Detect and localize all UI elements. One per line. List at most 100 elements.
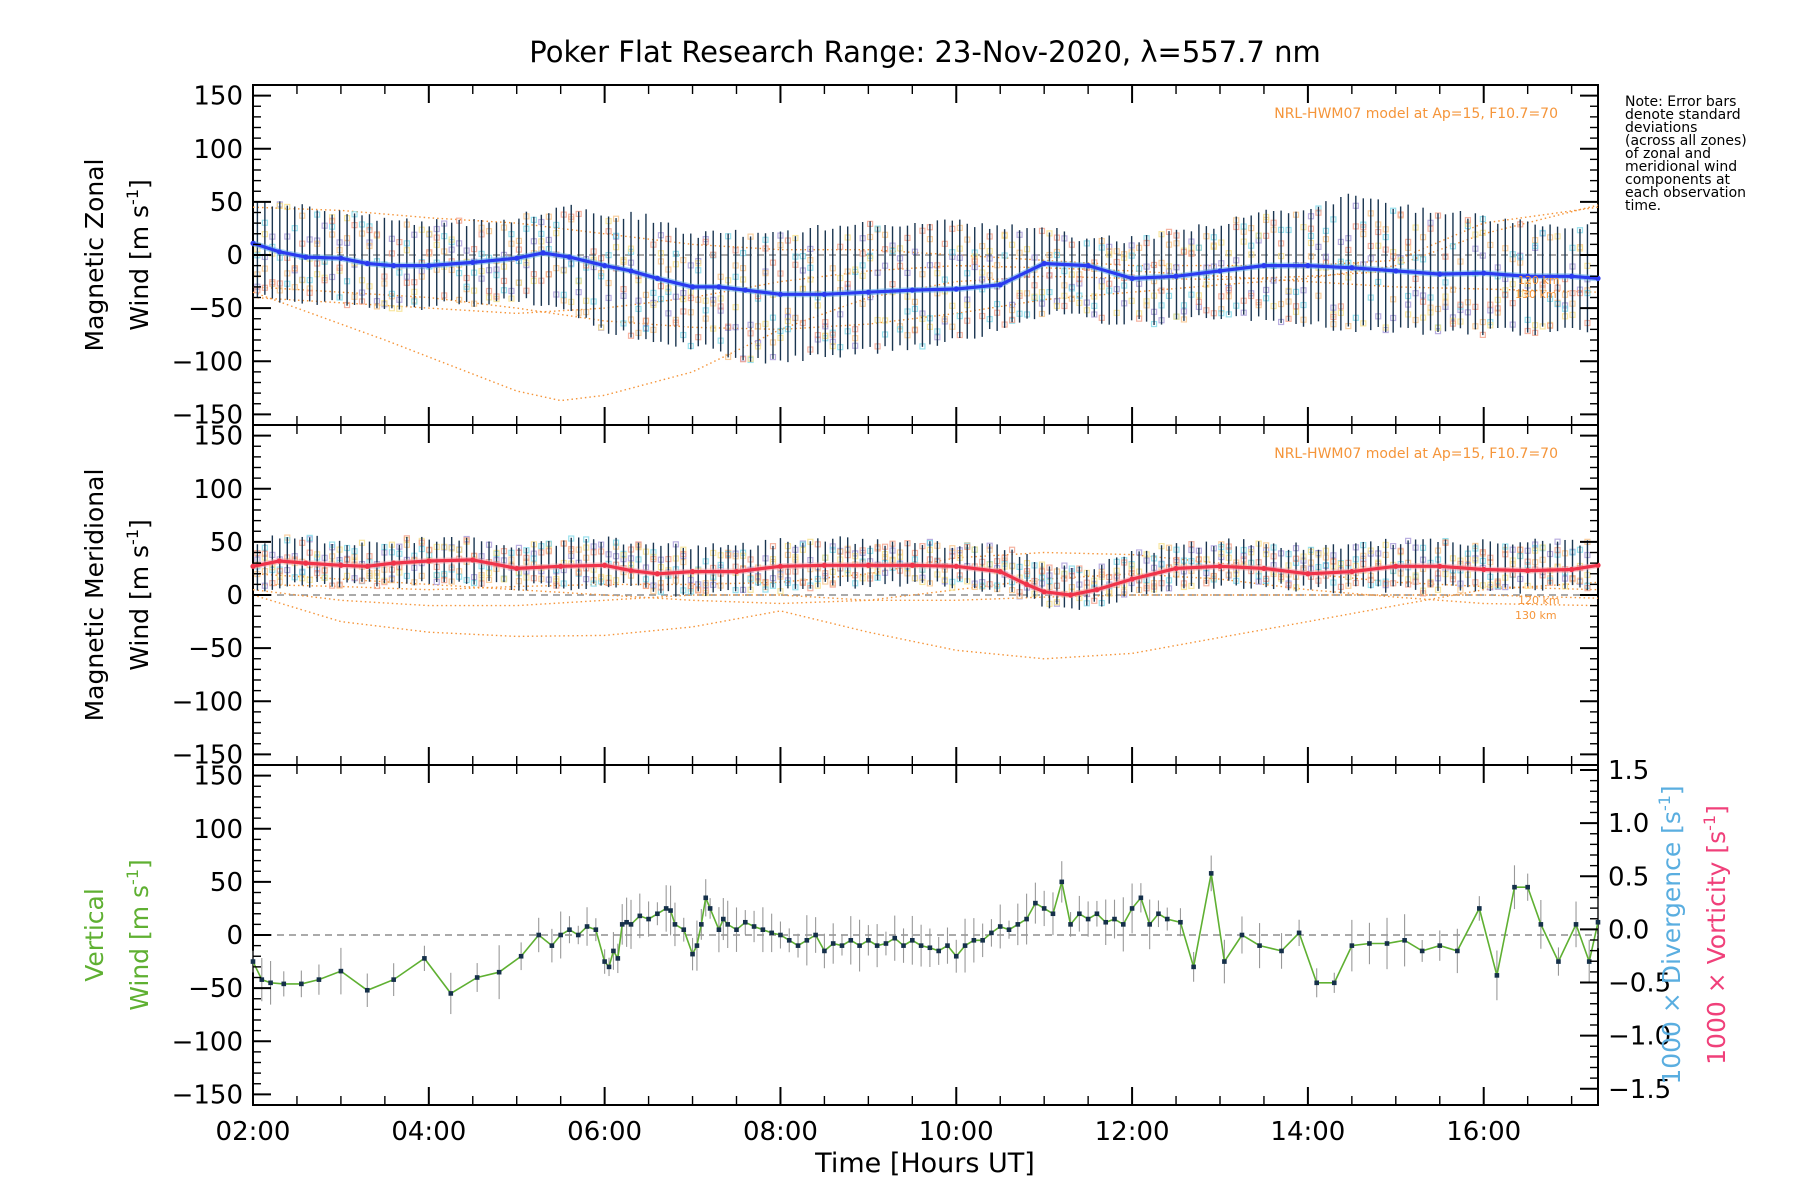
mean-point: [1173, 273, 1179, 279]
vertical-wind-point: [628, 922, 634, 927]
vertical-wind-point: [694, 943, 700, 948]
meridional-ylabel-line1: Magnetic Meridional: [80, 469, 109, 722]
vertical-wind-point: [575, 932, 581, 938]
vertical-wind-point: [624, 919, 629, 925]
vertical-wind-point: [668, 908, 673, 913]
zonal-ylabel-line1: Magnetic Zonal: [80, 159, 109, 352]
zonal-ylabel-sup: -1: [123, 189, 142, 205]
vertical-wind-point: [1477, 906, 1482, 911]
vertical-wind-point: [299, 981, 304, 987]
mean-point: [1349, 569, 1355, 575]
vertical-wind-point: [1314, 980, 1319, 986]
y-tick-label: −100: [172, 347, 243, 377]
model-curve-0: [252, 581, 1599, 660]
vertical-wind-point: [1419, 948, 1425, 954]
note-line-2: deviations: [1625, 120, 1697, 136]
mean-point: [1525, 273, 1531, 279]
mean-point: [1085, 263, 1091, 269]
mean-point: [1525, 567, 1531, 574]
vertical-wind-point: [936, 948, 941, 954]
vertical-wind-point: [1129, 906, 1135, 911]
mean-point: [391, 263, 397, 269]
mean-point: [276, 558, 282, 564]
vertical-wind-point: [1437, 943, 1443, 948]
vertical-wind-point: [1538, 922, 1544, 927]
vertical-wind-point: [250, 959, 256, 964]
vertical-wind-point: [848, 938, 854, 943]
vertical-wind-point: [316, 977, 322, 982]
mean-point: [865, 289, 871, 295]
vertical-ylabel-sup: -1: [123, 869, 142, 885]
vertical-wind-point: [874, 943, 880, 948]
mean-point: [1041, 589, 1047, 595]
vertical-wind-point: [364, 987, 370, 993]
mean-point: [777, 291, 784, 297]
vertical-wind-point: [795, 943, 801, 948]
vertical-wind-point: [707, 906, 713, 911]
mean-point: [997, 282, 1003, 288]
vertical-wind-point: [1033, 900, 1038, 906]
note-line-4: of zonal and: [1625, 146, 1711, 162]
vertical-wind-point: [615, 956, 621, 961]
vertical-wind-point: [1257, 943, 1262, 948]
x-tick-label: 14:00: [1270, 1117, 1345, 1147]
vertical-wind-point: [1041, 906, 1047, 911]
vertical-wind-point: [496, 969, 502, 975]
x-tick-label: 02:00: [216, 1117, 291, 1147]
vertical-wind-point: [760, 927, 766, 932]
divergence-label-close: ]: [1657, 785, 1686, 795]
y-tick-label: −150: [172, 400, 243, 430]
vertical-ylabel-line1: Vertical: [80, 888, 109, 982]
vertical-wind-point: [1586, 959, 1592, 964]
mean-point: [742, 287, 748, 293]
x-tick-label: 04:00: [391, 1117, 466, 1147]
mean-point: [1041, 260, 1047, 267]
vertical-wind-point: [281, 981, 287, 987]
model-curve-1: [252, 589, 1599, 607]
mean-point: [654, 571, 660, 577]
zonal-ylabel-close: ]: [125, 179, 154, 189]
mean-point: [1067, 592, 1074, 598]
vertical-wind-point: [997, 924, 1003, 929]
note-line-8: time.: [1625, 198, 1661, 214]
y-tick-label: 100: [193, 475, 243, 505]
x-tick-label: 10:00: [919, 1117, 994, 1147]
meridional-model-km-130: 130 km: [1515, 609, 1557, 622]
mean-point: [1305, 263, 1311, 269]
mean-point: [1261, 565, 1267, 572]
vertical-wind-point: [1120, 922, 1126, 927]
vertical-wind-point: [980, 938, 985, 943]
vertical-wind-point: [1006, 927, 1012, 932]
vertical-wind-point: [699, 922, 704, 927]
vertical-wind-point: [1222, 959, 1227, 964]
vertical-wind-point: [1164, 916, 1170, 922]
vertical-wind-point: [422, 956, 427, 961]
vertical-wind-point: [953, 953, 959, 959]
mean-point: [716, 284, 722, 290]
mean-point: [426, 263, 432, 269]
y-tick-label: −150: [172, 740, 243, 770]
mean-point: [1217, 563, 1223, 569]
vertical-wind-point: [1367, 941, 1372, 946]
y-tick-label: 0: [226, 581, 243, 611]
x-tick-label: 12:00: [1095, 1117, 1170, 1147]
x-tick-label: 08:00: [743, 1117, 818, 1147]
zonal-ylabel: Magnetic Zonal: [80, 159, 109, 352]
vorticity-label: 1000 × Vorticity [s-1]: [1700, 805, 1731, 1065]
vertical-wind-point: [1573, 922, 1579, 927]
vertical-wind-point: [778, 932, 783, 938]
vertical-wind-point: [1208, 871, 1214, 876]
mean-point: [654, 275, 660, 281]
vertical-wind-point: [637, 913, 643, 919]
mean-point: [1437, 563, 1443, 569]
y-tick-label: −50: [188, 294, 243, 324]
vertical-wind-point: [927, 945, 933, 951]
vertical-wind-point: [1112, 916, 1117, 922]
mean-point: [338, 255, 344, 261]
meridional-plot-area: [250, 534, 1601, 660]
mean-point: [514, 255, 520, 261]
mean-point: [1481, 270, 1487, 276]
vertical-wind-point: [1512, 884, 1517, 890]
mean-point: [1393, 563, 1399, 569]
figure-title: Poker Flat Research Range: 23-Nov-2020, …: [529, 35, 1320, 69]
